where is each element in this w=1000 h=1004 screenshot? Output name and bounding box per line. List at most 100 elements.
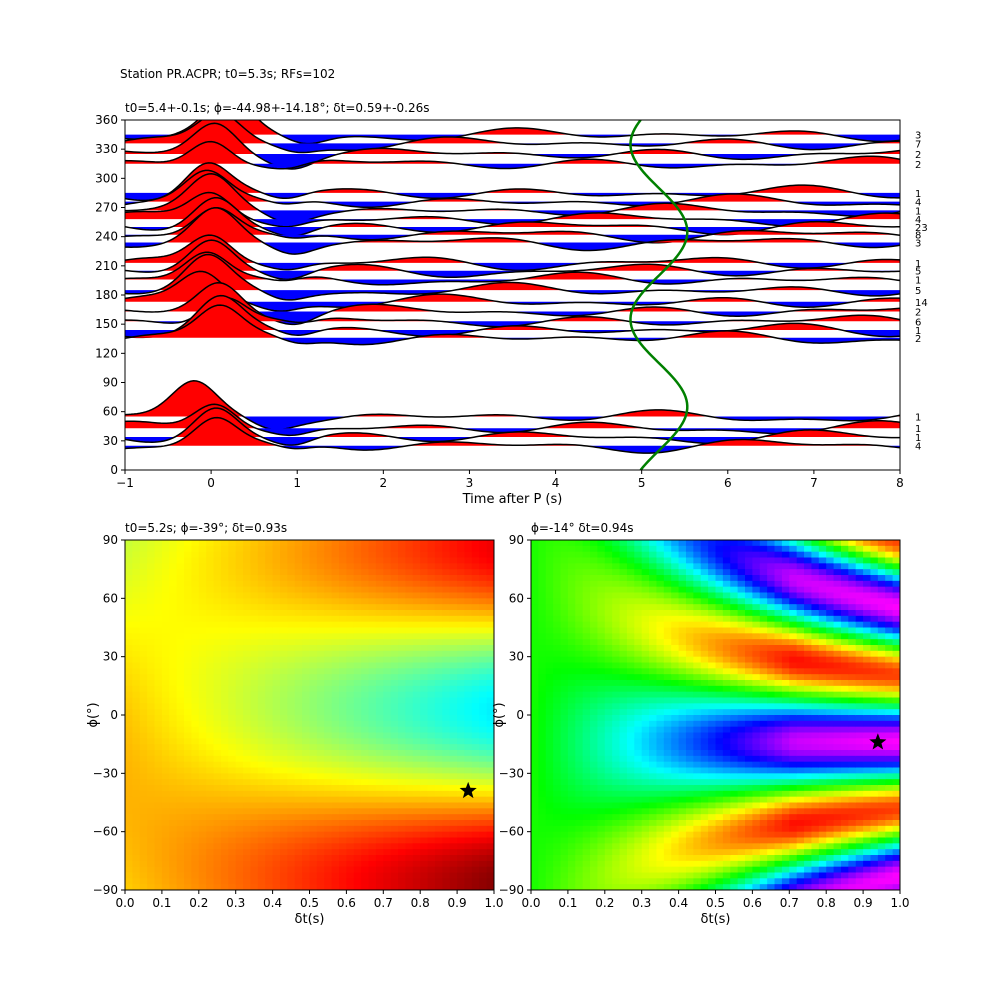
- hm1-cell: [250, 826, 258, 832]
- hm1-cell: [487, 598, 495, 604]
- hm2-cell: [716, 651, 724, 657]
- hm1-cell: [398, 633, 406, 639]
- hm1-cell: [125, 843, 133, 849]
- hm2-cell: [716, 575, 724, 581]
- hm1-cell: [228, 773, 236, 779]
- hm1-cell: [435, 651, 443, 657]
- hm1-cell: [346, 744, 354, 750]
- hm2-cell: [701, 855, 709, 861]
- hm1-cell: [295, 791, 303, 797]
- hm1-cell: [420, 552, 428, 558]
- hm2-cell: [634, 744, 642, 750]
- hm1-cell: [184, 750, 192, 756]
- hm1-cell: [317, 750, 325, 756]
- hm2-cell: [538, 639, 546, 645]
- hm1-cell: [361, 843, 369, 849]
- hm1-cell: [450, 878, 458, 884]
- hm2-cell: [612, 610, 620, 616]
- hm1-cell: [243, 651, 251, 657]
- hm2-cell: [671, 686, 679, 692]
- hm2-cell: [590, 616, 598, 622]
- hm1-cell: [132, 663, 140, 669]
- hm1-cell: [391, 698, 399, 704]
- hm1-cell: [324, 598, 332, 604]
- hm2-cell: [620, 604, 628, 610]
- hm1-cell: [250, 569, 258, 575]
- hm1-cell: [280, 779, 288, 785]
- hm2-cell: [664, 651, 672, 657]
- hm2-cell: [730, 803, 738, 809]
- hm2-cell: [708, 668, 716, 674]
- hm1-cell: [243, 633, 251, 639]
- hm1-cell: [206, 838, 214, 844]
- hm2-cell: [649, 703, 657, 709]
- hm2-cell: [620, 674, 628, 680]
- hm1-cell: [280, 639, 288, 645]
- hm1-cell: [405, 738, 413, 744]
- hm1-cell: [317, 738, 325, 744]
- hm1-cell: [287, 750, 295, 756]
- hm2-cell: [730, 744, 738, 750]
- hm1-cell: [383, 563, 391, 569]
- hm1-cell: [354, 715, 362, 721]
- hm2-cell: [723, 873, 731, 879]
- hm1-cell: [428, 709, 436, 715]
- hm1-cell: [435, 622, 443, 628]
- hm1-cell: [295, 692, 303, 698]
- hm2-cell: [605, 628, 613, 634]
- hm1-cell: [317, 663, 325, 669]
- hm1-cell: [457, 832, 465, 838]
- hm1-cell: [147, 738, 155, 744]
- hm1-cell: [221, 616, 229, 622]
- hm1-cell: [147, 814, 155, 820]
- hm2-cell: [745, 552, 753, 558]
- hm1-cell: [214, 803, 222, 809]
- hm1-cell: [265, 645, 273, 651]
- hm1-cell: [302, 785, 310, 791]
- hm1-cell: [236, 756, 244, 762]
- hm1-cell: [339, 838, 347, 844]
- hm1-cell: [457, 680, 465, 686]
- hm1-cell: [472, 680, 480, 686]
- hm1-cell: [339, 674, 347, 680]
- hm1-cell: [273, 674, 281, 680]
- hm1-cell: [487, 773, 495, 779]
- hm1-cell: [214, 651, 222, 657]
- hm2-cell: [531, 762, 539, 768]
- hm2-cell: [649, 750, 657, 756]
- hm1-cell: [177, 808, 185, 814]
- hm2-cell: [553, 756, 561, 762]
- hm2-cell: [583, 698, 591, 704]
- hm1-cell: [236, 703, 244, 709]
- hm1-cell: [398, 616, 406, 622]
- hm2-cell: [656, 826, 664, 832]
- hm2-cell: [634, 750, 642, 756]
- hm1-cell: [228, 861, 236, 867]
- hm1-cell: [221, 703, 229, 709]
- hm2-cell: [538, 878, 546, 884]
- hm2-cell: [553, 744, 561, 750]
- hm2-cell: [738, 680, 746, 686]
- hm1-cell: [413, 692, 421, 698]
- hm1-cell: [339, 873, 347, 879]
- hm1-cell: [147, 803, 155, 809]
- hm2-cell: [553, 633, 561, 639]
- trace-negative-fill: [125, 243, 900, 255]
- hm1-cell: [162, 569, 170, 575]
- hm2-cell: [531, 756, 539, 762]
- hm1-cell: [287, 692, 295, 698]
- hm1-cell: [177, 797, 185, 803]
- hm2-cell: [664, 686, 672, 692]
- hm2-cell: [597, 873, 605, 879]
- hm1-cell: [413, 838, 421, 844]
- hm1-cell: [155, 680, 163, 686]
- hm2-cell: [708, 563, 716, 569]
- hm2-cell: [590, 873, 598, 879]
- hm1-cell: [287, 785, 295, 791]
- hm1-cell: [310, 546, 318, 552]
- hm1-cell: [361, 698, 369, 704]
- hm1-cell: [132, 773, 140, 779]
- hm1-cell: [457, 610, 465, 616]
- hm1-cell: [221, 756, 229, 762]
